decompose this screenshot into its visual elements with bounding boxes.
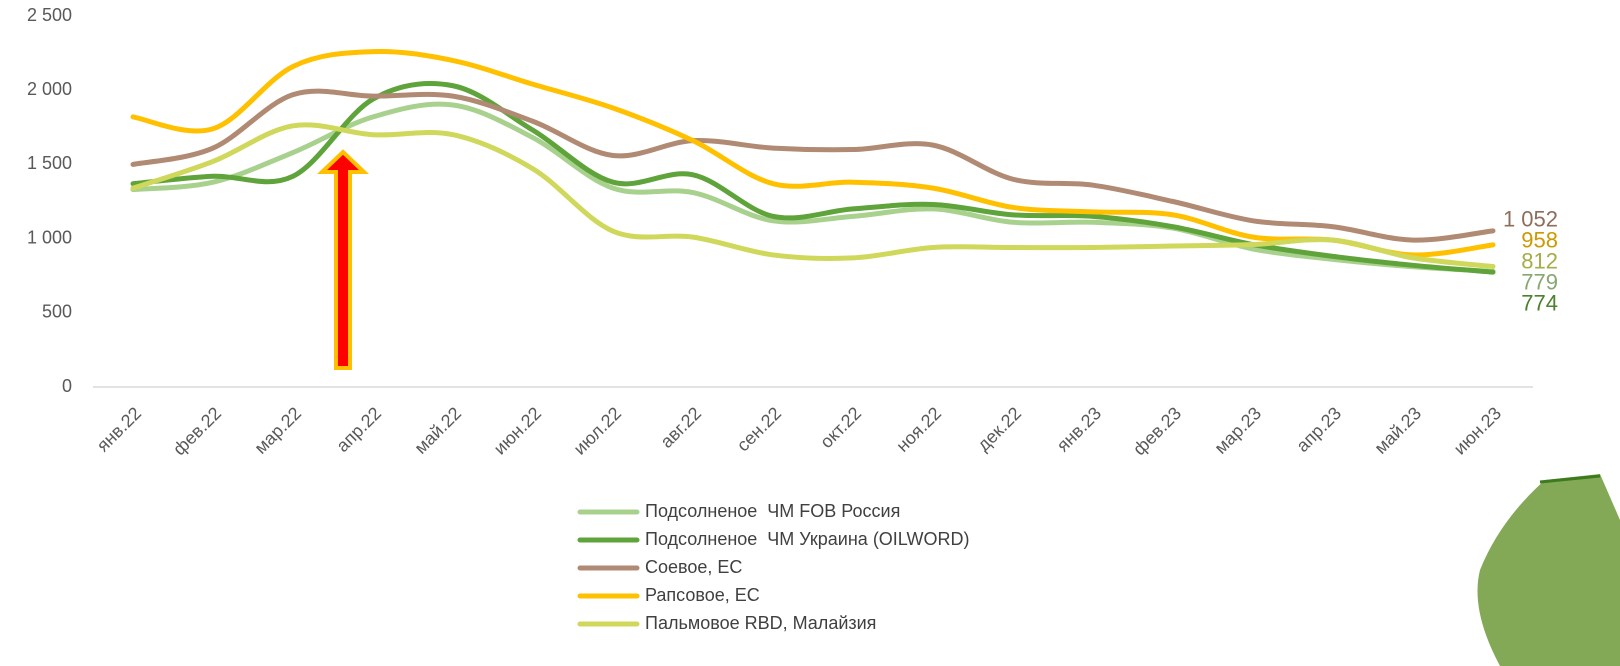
legend-label: Пальмовое RBD, Малайзия: [645, 613, 876, 633]
annotation-arrow: [317, 149, 369, 370]
end-value-label: 958: [1521, 228, 1558, 253]
x-tick-label: июн.22: [490, 403, 546, 459]
y-tick-label: 1 000: [27, 227, 72, 247]
end-value-label: 774: [1521, 291, 1558, 316]
decor-leaf-edge: [1539, 474, 1601, 484]
x-tick-label: июл.22: [570, 403, 626, 459]
x-tick-label: дек.22: [973, 403, 1025, 455]
legend-label: Подсолненое ЧМ Украина (OILWORD): [645, 529, 969, 549]
legend-label: Рапсовое, ЕС: [645, 585, 760, 605]
x-tick-label: мар.22: [250, 403, 305, 458]
end-value-label: 812: [1521, 249, 1558, 274]
x-tick-label: мар.23: [1210, 403, 1265, 458]
decor-leaf: [1477, 474, 1620, 666]
y-tick-label: 2 500: [27, 5, 72, 25]
plot: 0 500 1 000 1 500 2 000 2 500 янв.22 фев.22 мар.…: [27, 5, 1558, 633]
y-tick-label: 500: [42, 302, 72, 322]
legend-label: Подсолненое ЧМ FOB Россия: [645, 501, 900, 521]
x-tick-label: май.23: [1370, 403, 1425, 458]
y-tick-label: 2 000: [27, 79, 72, 99]
y-tick-label: 1 500: [27, 153, 72, 173]
x-tick-label: фев.23: [1129, 403, 1185, 459]
series-line: [130, 101, 1496, 274]
legend-label: Соевое, ЕС: [645, 557, 742, 577]
x-tick-label: сен.22: [733, 403, 785, 455]
x-tick-label: янв.23: [1053, 403, 1106, 456]
series-line: [130, 122, 1496, 269]
series-line: [130, 48, 1496, 258]
x-tick-label: окт.22: [816, 403, 865, 452]
x-tick-label: фев.22: [169, 403, 225, 459]
x-tick-label: май.22: [410, 403, 465, 458]
x-tick-label: июн.23: [1450, 403, 1506, 459]
series-line: [130, 88, 1496, 243]
x-tick-label: апр.22: [332, 403, 385, 456]
end-value-label: 779: [1521, 270, 1558, 295]
x-tick-label: ноя.22: [892, 403, 945, 456]
x-tick-label: авг.22: [656, 403, 705, 452]
y-tick-label: 0: [62, 376, 72, 396]
end-value-label: 1 052: [1503, 207, 1558, 232]
x-tick-label: апр.23: [1292, 403, 1345, 456]
x-tick-label: янв.22: [93, 403, 146, 456]
